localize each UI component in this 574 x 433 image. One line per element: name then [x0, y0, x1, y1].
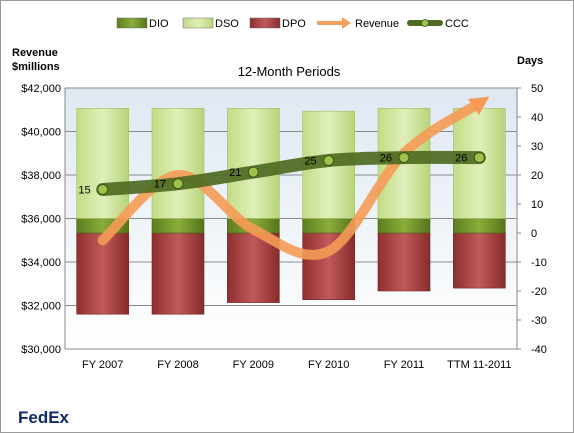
- legend-entry-dio: DIO: [116, 17, 169, 30]
- ccc-line: [96, 150, 486, 196]
- left-tick-label: $30,000: [21, 344, 61, 356]
- bar-dpo: [151, 232, 205, 315]
- legend-arrowhead: [342, 17, 351, 29]
- legend-label: DPO: [282, 18, 306, 30]
- bar-dpo: [453, 232, 506, 289]
- legend: DIO DSO DPO Revenue CCC: [116, 17, 469, 30]
- ccc-data-label: 21: [229, 167, 241, 179]
- ccc-data-label: 15: [78, 185, 90, 197]
- ccc-data-label: 26: [455, 153, 467, 165]
- legend-entry-ccc: CCC: [407, 18, 469, 30]
- bar-dio: [151, 218, 205, 234]
- right-tick-label: -10: [531, 257, 547, 269]
- right-tick-label: 40: [531, 112, 543, 124]
- left-axis-ticks: $30,000 $32,000 $34,000 $36,000 $38,000 $40,0…: [21, 83, 61, 356]
- left-tick-label: $32,000: [21, 301, 61, 313]
- left-tick-label: $34,000: [21, 257, 61, 269]
- right-tick-label: -40: [531, 344, 547, 356]
- ccc-data-label: 25: [304, 156, 316, 168]
- right-tick-label: 20: [531, 170, 543, 182]
- ccc-point: [473, 152, 485, 164]
- legend-entry-dso: DSO: [182, 17, 239, 30]
- x-tick-label: FY 2011: [384, 359, 425, 371]
- x-tick-label: FY 2009: [233, 359, 274, 371]
- right-axis-ticks: -40 -30 -20 -10 0 10 20 30 40 50: [517, 83, 547, 356]
- legend-swatch: [116, 17, 148, 29]
- grid-layer: [64, 87, 518, 350]
- ccc-point: [97, 184, 109, 195]
- ccc-point: [398, 152, 410, 164]
- revenue-line: [97, 98, 485, 260]
- bar-dpo: [76, 232, 129, 315]
- x-tick-label: FY 2007: [82, 359, 123, 371]
- revenue-layer: [97, 96, 490, 260]
- y-right-label: Days: [517, 55, 543, 67]
- y-left-label-line1: Revenue: [12, 47, 58, 59]
- ccc-point: [247, 166, 259, 178]
- ccc-data-label: 26: [380, 153, 392, 165]
- x-axis-ticks: FY 2007 FY 2008 FY 2009 FY 2010 FY 2011 TTM 1…: [82, 359, 512, 371]
- ccc-point: [172, 178, 184, 190]
- bar-dso: [151, 108, 205, 219]
- right-tick-label: 0: [531, 228, 537, 240]
- bar-dio: [453, 218, 506, 234]
- y-left-label-line2: $millions: [12, 61, 60, 73]
- bar-dio: [377, 218, 431, 234]
- legend-entry-revenue: Revenue: [317, 17, 399, 30]
- ccc-data-label: 17: [154, 179, 166, 191]
- right-tick-label: 50: [531, 83, 543, 95]
- right-tick-label: 10: [531, 199, 543, 211]
- bar-dso: [76, 108, 129, 219]
- left-tick-label: $40,000: [21, 127, 61, 139]
- legend-entry-dpo: DPO: [249, 17, 306, 30]
- legend-swatch: [249, 17, 281, 29]
- legend-marker: [421, 19, 429, 27]
- revenue-arrowhead: [468, 96, 490, 116]
- company-label: FedEx: [18, 408, 70, 427]
- right-tick-label: 30: [531, 141, 543, 153]
- chart-title: 12-Month Periods: [238, 64, 341, 79]
- legend-label: DIO: [149, 18, 169, 30]
- ccc-point: [323, 155, 335, 166]
- ccc-layer: 15 17 21 25 26 26: [78, 150, 486, 197]
- bar-dpo: [302, 232, 355, 300]
- legend-label: DSO: [215, 18, 239, 30]
- x-tick-label: FY 2010: [308, 359, 349, 371]
- legend-swatch: [182, 17, 214, 29]
- right-tick-label: -20: [531, 286, 547, 298]
- left-tick-label: $42,000: [21, 83, 61, 95]
- left-tick-label: $38,000: [21, 170, 61, 182]
- legend-label: Revenue: [355, 18, 399, 30]
- x-tick-label: FY 2008: [157, 359, 198, 371]
- legend-label: CCC: [445, 18, 469, 30]
- left-tick-label: $36,000: [21, 214, 61, 226]
- x-tick-label: TTM 11-2011: [447, 359, 511, 371]
- bar-dpo: [377, 232, 431, 292]
- right-tick-label: -30: [531, 315, 547, 327]
